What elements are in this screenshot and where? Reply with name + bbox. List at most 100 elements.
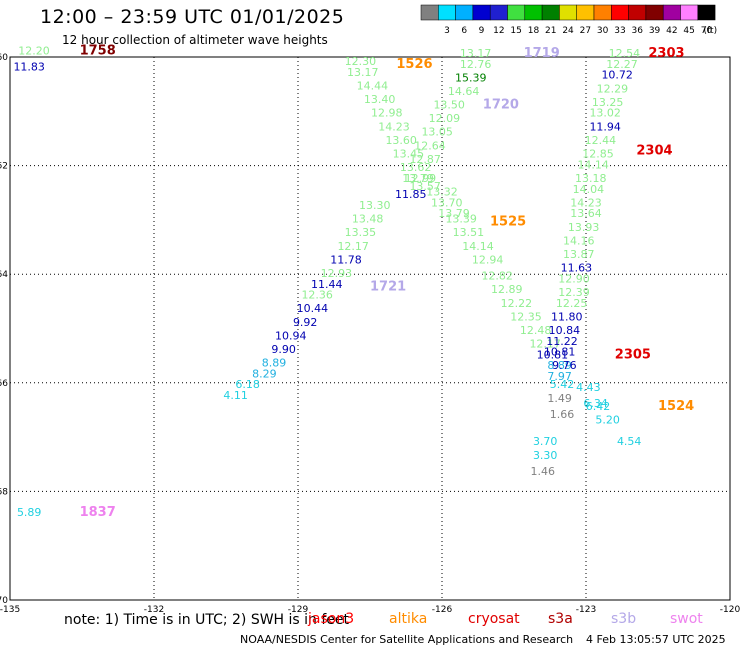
plot-frame [9, 56, 731, 601]
legend-tick-label: 36 [632, 26, 644, 36]
legend-swatch [559, 4, 577, 21]
swh-value: 10.94 [275, 329, 307, 342]
swh-value: 6.18 [235, 378, 260, 391]
x-tick-label: -129 [288, 605, 309, 615]
swh-value: 13.50 [433, 99, 465, 112]
swh-value: 13.40 [364, 93, 396, 106]
mission-s3a: s3a [548, 611, 573, 627]
legend-swatch [507, 4, 526, 21]
legend-tick-label: 12 [493, 26, 504, 36]
swh-value: 13.30 [359, 199, 391, 212]
swh-value: 13.02 [589, 107, 621, 120]
swh-value: 12.35 [510, 310, 542, 323]
swh-value: 12.30 [345, 55, 377, 68]
swh-value: 5.89 [17, 506, 42, 519]
legend-swatch [611, 4, 629, 21]
swh-value: 12.27 [606, 58, 638, 71]
x-tick-label: -126 [432, 605, 453, 615]
mission-s3b: s3b [611, 611, 637, 627]
mission-cryosat: cryosat [468, 611, 520, 627]
swh-value: 10.84 [549, 324, 581, 337]
swh-value: 12.87 [409, 153, 441, 166]
swh-value: 9.92 [293, 316, 318, 329]
footer-note: note: 1) Time is in UTC; 2) SWH is in fe… [64, 612, 350, 628]
y-tick-label: -64 [0, 270, 8, 280]
swh-value: 13.57 [409, 180, 441, 193]
swh-value: 10.72 [601, 69, 633, 82]
y-tick-label: -66 [0, 379, 8, 389]
swh-value: 6.42 [586, 400, 611, 413]
x-tick-label: -123 [576, 605, 596, 615]
swh-value: 8.29 [252, 367, 277, 380]
swh-value: 12.36 [301, 289, 333, 302]
swh-value: 14.14 [462, 240, 494, 253]
swh-value: 12.76 [460, 58, 492, 71]
mission-swot: swot [670, 611, 703, 627]
swh-value: 13.17 [460, 47, 492, 60]
legend-swatch [662, 4, 681, 21]
chart-subtitle: 12 hour collection of altimeter wave hei… [62, 33, 328, 47]
swh-value: 5.20 [595, 414, 620, 427]
legend-tick-label: 21 [545, 26, 556, 36]
swh-value: 8.89 [547, 359, 572, 372]
swh-value: 12.98 [371, 107, 403, 120]
legend-tick-label: 33 [614, 26, 625, 36]
pass-time-label: 1719 [524, 46, 560, 61]
y-tick-label: -68 [0, 487, 8, 497]
x-tick-label: -135 [0, 605, 20, 615]
swh-value: 12.89 [491, 283, 523, 296]
swh-value: 12.20 [18, 44, 50, 57]
footer-date: 4 Feb 13:05:57 UTC 2025 [586, 633, 726, 646]
swh-value: 11.78 [330, 253, 362, 266]
swh-value: 13.70 [431, 196, 463, 209]
swh-value: 12.82 [481, 270, 513, 283]
legend-swatch [541, 4, 560, 21]
legend-swatch [593, 4, 612, 21]
legend-tick-label: 30 [597, 26, 609, 36]
swh-value: 4.11 [223, 389, 248, 402]
swh-value: 11.94 [589, 120, 621, 133]
legend-tick-label: 18 [528, 26, 540, 36]
y-tick-label: -70 [0, 596, 8, 606]
swh-value: 11.80 [551, 310, 583, 323]
legend-swatch [420, 4, 439, 21]
swh-value: 8.89 [262, 357, 287, 370]
swh-value: 11.63 [561, 261, 593, 274]
swh-value: 10.81 [537, 348, 569, 361]
swh-value: 12.93 [321, 267, 353, 280]
legend-swatch [455, 4, 474, 21]
swh-value: 12.29 [597, 82, 629, 95]
pass-time-label: 1721 [370, 279, 406, 294]
swh-value: 10.81 [544, 346, 576, 359]
swh-value: 13.51 [453, 226, 485, 239]
swh-value: 15.39 [455, 71, 487, 84]
pass-time-label: 1720 [483, 98, 519, 113]
legend-tick-label: 15 [510, 26, 521, 36]
swh-value: 11.83 [13, 61, 45, 74]
swh-value: 4.54 [617, 435, 642, 448]
pass-time-label: 1524 [658, 399, 694, 414]
swh-value: 1.49 [547, 392, 572, 405]
legend-swatch [524, 4, 543, 21]
legend-swatch [680, 4, 699, 21]
swh-value: 13.48 [352, 213, 384, 226]
swh-value: 13.62 [400, 161, 432, 174]
legend-swatch [489, 4, 508, 21]
x-tick-label: -132 [144, 605, 164, 615]
pass-time-label: 2303 [648, 46, 684, 61]
swh-value: 13.05 [421, 126, 453, 139]
swh-value: 10.44 [297, 302, 329, 315]
swh-value: 12.17 [337, 240, 369, 253]
swh-value: 4.43 [576, 381, 601, 394]
swh-value: 12.09 [429, 112, 461, 125]
swh-value: 12.64 [414, 139, 446, 152]
swh-value: 12.22 [501, 297, 533, 310]
pass-time-label: 2304 [636, 144, 672, 159]
swh-value: 12.94 [472, 253, 504, 266]
swh-value: 12.54 [609, 47, 641, 60]
legend-tick-label: 39 [649, 26, 661, 36]
y-tick-label: -60 [0, 53, 8, 63]
swh-value: 3.30 [533, 449, 558, 462]
swh-value: 12.39 [558, 286, 590, 299]
